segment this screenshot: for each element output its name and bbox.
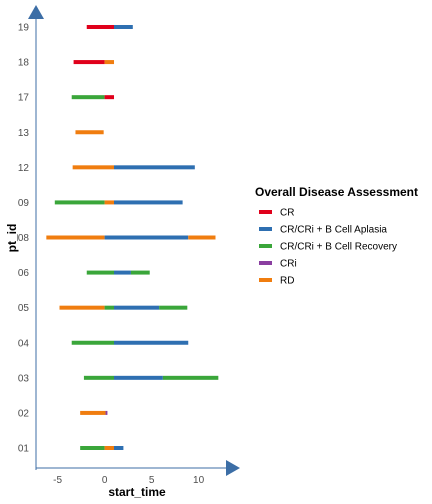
axes (28, 5, 240, 476)
swimmer-row-18 (73, 60, 115, 65)
bar-segment (104, 235, 189, 240)
bar-segment (73, 60, 105, 65)
legend-label: CR (280, 208, 294, 219)
bar-segment (188, 235, 216, 240)
bar-segment (114, 200, 183, 205)
y-tick-label: 12 (18, 163, 30, 174)
swimmer-row-06 (86, 270, 150, 275)
swimmer-row-04 (71, 340, 189, 345)
y-tick-label: 04 (18, 338, 30, 349)
y-tick-label: 05 (18, 303, 30, 314)
bar-segment (71, 340, 114, 345)
y-tick-label: 01 (18, 444, 30, 455)
swimmer-row-12 (72, 165, 195, 170)
bar-segment (114, 446, 124, 450)
bar-segment (104, 200, 115, 205)
swimmer-row-09 (54, 200, 183, 205)
swimmer-row-19 (86, 25, 133, 29)
x-tick-labels: -5 0 5 10 (53, 475, 204, 486)
bar-segment (80, 446, 105, 450)
legend-swatch (259, 261, 272, 265)
swimmer-bars (46, 25, 219, 450)
x-tick-label: -5 (53, 475, 62, 486)
bar-segment (83, 375, 114, 380)
y-tick-label: 02 (18, 408, 30, 419)
bar-segment (80, 410, 106, 415)
legend-swatch (259, 278, 272, 282)
bar-segment (75, 130, 104, 135)
bar-segment (86, 25, 114, 29)
bar-segment (104, 95, 115, 100)
x-tick-label: 5 (149, 475, 155, 486)
bar-segment (114, 375, 163, 380)
bar-segment (114, 340, 189, 345)
y-axis-title: pt_id (5, 224, 19, 253)
swimmer-row-17 (71, 95, 115, 100)
swimmer-row-03 (83, 375, 219, 380)
y-tick-label: 17 (18, 93, 30, 104)
legend-swatch (259, 244, 272, 248)
bar-segment (72, 165, 114, 170)
bar-segment (105, 410, 108, 415)
legend: Overall Disease Assessment CR CR/CRi + B … (255, 185, 418, 287)
x-tick-label: 10 (193, 475, 205, 486)
swimmer-row-08 (46, 235, 216, 240)
legend-label: RD (280, 276, 294, 287)
bar-segment (59, 305, 105, 310)
y-tick-label: 19 (18, 23, 30, 34)
y-tick-label: 08 (18, 233, 30, 244)
y-tick-label: 13 (18, 128, 30, 139)
bar-segment (114, 25, 133, 29)
bar-segment (130, 270, 150, 275)
legend-label: CR/CRi + B Cell Recovery (280, 242, 397, 253)
bar-segment (86, 270, 114, 275)
bar-segment (104, 60, 115, 65)
swimmer-row-02 (80, 410, 108, 415)
y-axis-arrow (28, 5, 44, 19)
bar-segment (114, 270, 131, 275)
bar-segment (54, 200, 105, 205)
bar-segment (71, 95, 105, 100)
x-axis-arrow (226, 460, 240, 476)
x-axis-title: start_time (108, 485, 166, 499)
bar-segment (104, 446, 115, 450)
x-tick-label: 0 (102, 475, 108, 486)
y-tick-labels: 01 02 03 04 05 06 08 09 12 13 17 18 19 (18, 23, 30, 455)
bar-segment (162, 375, 219, 380)
y-tick-label: 03 (18, 373, 30, 384)
bar-segment (46, 235, 105, 240)
swimmer-row-01 (80, 446, 124, 450)
bar-segment (159, 305, 188, 310)
legend-swatch (259, 210, 272, 214)
legend-title: Overall Disease Assessment (255, 185, 418, 199)
swimmer-row-05 (59, 305, 188, 310)
y-tick-label: 06 (18, 268, 30, 279)
bar-segment (104, 305, 115, 310)
y-tick-label: 09 (18, 198, 30, 209)
legend-swatch (259, 227, 272, 231)
legend-label: CRi (280, 259, 297, 270)
bar-segment (114, 305, 160, 310)
swimmer-row-13 (75, 130, 104, 135)
bar-segment (114, 165, 195, 170)
y-tick-label: 18 (18, 58, 30, 69)
legend-label: CR/CRi + B Cell Aplasia (280, 225, 387, 236)
